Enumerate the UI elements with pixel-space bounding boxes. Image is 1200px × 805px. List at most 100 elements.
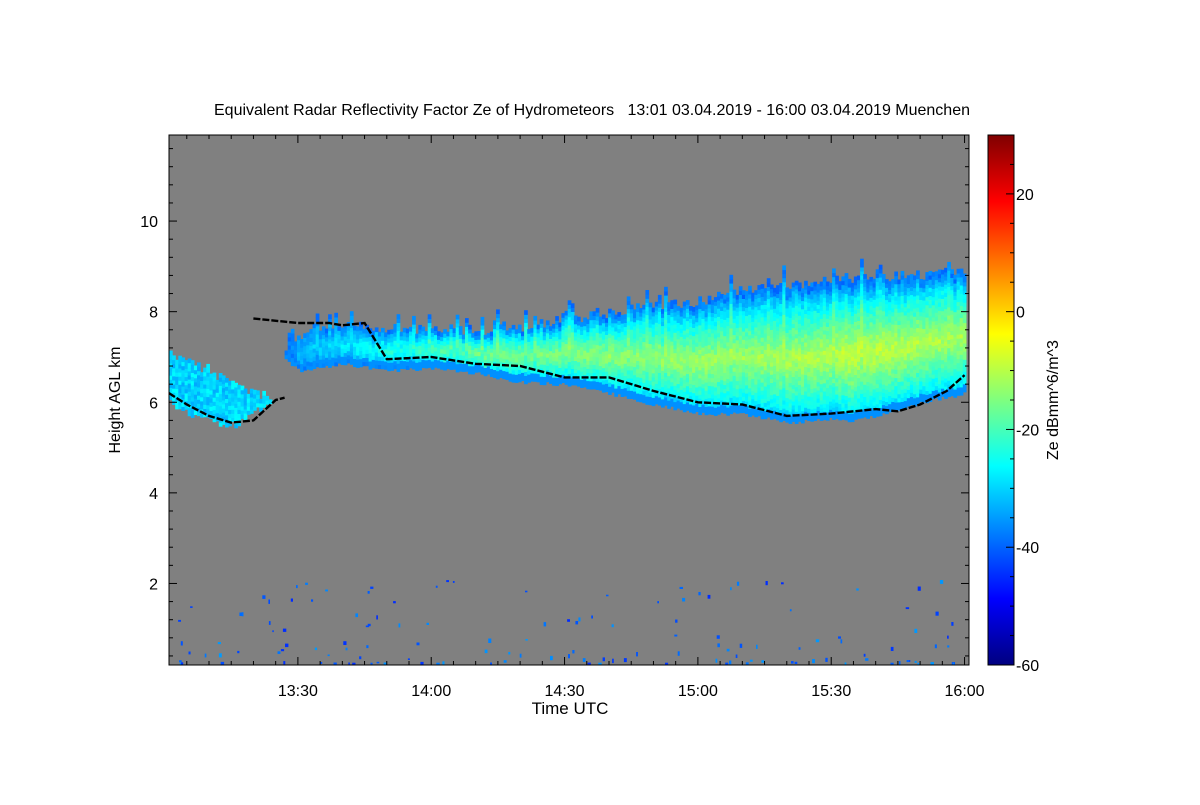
echo-cell — [797, 408, 802, 414]
echo-cell — [925, 394, 930, 400]
echo-cell — [545, 336, 550, 342]
echo-cell — [577, 324, 581, 330]
echo-cell — [601, 379, 606, 385]
echo-cell — [545, 365, 550, 370]
echo-cell — [956, 321, 961, 327]
echo-cell — [689, 375, 693, 380]
echo-cell — [530, 332, 534, 337]
echo-cell — [807, 289, 811, 295]
echo-cell — [804, 366, 808, 372]
echo-cell — [832, 394, 836, 400]
echo-cell — [931, 382, 936, 387]
echo-cell — [437, 343, 441, 349]
echo-cell — [359, 334, 363, 339]
echo-cell — [689, 399, 693, 405]
echo-cell — [592, 368, 597, 374]
echo-cell — [888, 362, 892, 368]
echo-cell — [390, 349, 394, 355]
echo-cell — [645, 338, 650, 344]
echo-cell — [832, 333, 836, 339]
echo-cell — [801, 357, 805, 363]
echo-cell — [530, 340, 534, 345]
echo-cell — [832, 354, 836, 359]
echo-cell — [779, 303, 783, 309]
echo-cell — [891, 295, 895, 301]
echo-cell — [928, 340, 933, 345]
echo-cell — [931, 390, 936, 395]
echo-cell — [838, 301, 842, 307]
echo-cell — [779, 356, 783, 362]
echo-cell — [931, 316, 936, 322]
echo-cell — [489, 335, 494, 341]
echo-cell — [763, 381, 768, 387]
echo-cell — [685, 344, 690, 350]
echo-cell — [822, 342, 827, 347]
echo-cell — [869, 329, 874, 335]
echo-cell — [623, 363, 628, 368]
echo-cell — [614, 326, 618, 332]
echo-cell — [738, 290, 743, 295]
echo-cell — [726, 345, 730, 351]
echo-cell — [586, 368, 590, 373]
echo-cell — [931, 361, 936, 367]
echo-cell — [869, 321, 874, 327]
echo-cell — [819, 322, 824, 328]
echo-cell — [225, 394, 229, 399]
echo-cell — [542, 327, 547, 333]
echo-cell — [885, 368, 889, 374]
echo-cell — [175, 372, 179, 377]
echo-cell — [331, 352, 335, 358]
echo-cell — [953, 348, 958, 353]
echo-cell — [564, 331, 569, 336]
echo-cell — [732, 395, 737, 401]
echo-cell — [605, 346, 609, 352]
echo-cell — [760, 345, 765, 350]
echo-cell — [794, 333, 799, 339]
echo-cell — [465, 334, 469, 340]
echo-cell — [841, 341, 846, 347]
echo-cell — [760, 349, 765, 354]
echo-cell — [956, 317, 961, 323]
echo-cell — [657, 339, 662, 345]
echo-cell — [769, 300, 774, 306]
echo-cell — [701, 383, 706, 389]
echo-cell — [763, 312, 768, 318]
echo-cell — [878, 329, 883, 335]
echo-cell — [300, 343, 304, 348]
echo-cell — [853, 292, 858, 298]
echo-cell — [689, 306, 693, 311]
echo-cell — [661, 345, 665, 351]
echo-cell — [735, 364, 740, 369]
echo-cell — [608, 308, 612, 314]
echo-cell — [710, 316, 715, 322]
echo-cell — [673, 360, 678, 366]
echo-cell — [657, 294, 662, 300]
echo-cell — [860, 409, 864, 415]
echo-cell — [645, 310, 650, 316]
echo-cell — [819, 342, 824, 348]
echo-cell — [521, 368, 525, 373]
echo-cell — [685, 304, 690, 309]
echo-cell — [838, 281, 842, 286]
echo-cell — [850, 311, 855, 317]
echo-cell — [536, 332, 541, 338]
echo-cell — [779, 417, 783, 423]
echo-cell — [567, 328, 572, 334]
echo-cell — [776, 391, 780, 396]
echo-cell — [215, 379, 220, 385]
echo-cell — [841, 386, 846, 392]
echo-cell — [745, 335, 749, 341]
echo-cell — [695, 403, 699, 408]
echo-cell — [738, 371, 743, 377]
echo-cell — [623, 338, 628, 344]
echo-cell — [782, 363, 786, 368]
echo-cell — [934, 279, 939, 285]
echo-cell — [729, 405, 734, 410]
echo-cell — [878, 268, 883, 274]
echo-cell — [947, 376, 951, 381]
echo-cell — [642, 370, 646, 375]
echo-cell — [810, 343, 814, 349]
echo-cell — [695, 338, 699, 343]
echo-cell — [511, 337, 516, 342]
echo-cell — [692, 360, 696, 365]
